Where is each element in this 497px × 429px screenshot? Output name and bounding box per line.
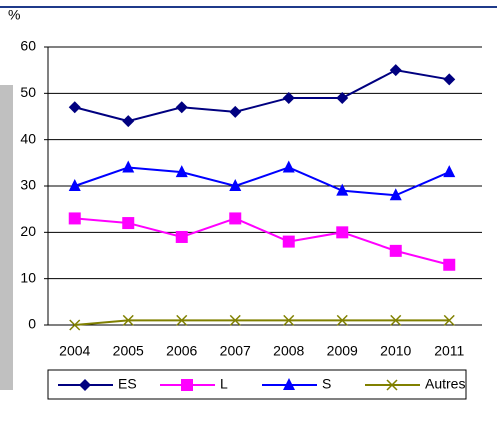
series-line — [74, 217, 450, 266]
marker — [175, 230, 188, 243]
y-tick-label: 10 — [20, 269, 36, 285]
legend-label: S — [322, 376, 331, 392]
marker — [283, 314, 295, 326]
marker — [443, 73, 456, 86]
y-axis-label: % — [8, 7, 20, 23]
marker — [390, 314, 402, 326]
x-tick-label: 2005 — [113, 343, 144, 359]
series-line — [74, 166, 450, 197]
marker — [68, 212, 81, 225]
x-tick-label: 2008 — [273, 343, 304, 359]
series-line — [74, 69, 450, 123]
y-tick-label: 60 — [20, 38, 36, 54]
x-tick-label: 2011 — [434, 343, 464, 359]
x-tick-label: 2009 — [327, 343, 358, 359]
marker — [122, 115, 135, 128]
legend-marker — [386, 379, 398, 391]
marker — [443, 165, 456, 178]
marker — [336, 314, 348, 326]
marker — [389, 188, 402, 201]
marker — [282, 160, 295, 173]
x-tick-label: 2007 — [220, 343, 251, 359]
legend-marker — [79, 379, 91, 391]
marker — [68, 101, 81, 114]
marker — [443, 258, 456, 271]
y-tick-label: 20 — [20, 223, 36, 239]
marker — [122, 217, 135, 230]
legend-label: Autres — [425, 376, 465, 392]
marker — [282, 91, 295, 104]
marker — [336, 183, 349, 196]
marker — [176, 314, 188, 326]
marker — [336, 91, 349, 104]
marker — [336, 226, 349, 239]
marker — [68, 179, 81, 191]
marker — [122, 160, 135, 173]
marker — [282, 235, 295, 248]
legend-label: L — [220, 376, 228, 392]
marker — [389, 64, 402, 77]
x-tick-label: 2010 — [380, 343, 411, 359]
marker — [175, 165, 188, 178]
side-bar — [0, 85, 13, 390]
legend-marker — [283, 378, 295, 390]
x-tick-label: 2004 — [59, 343, 90, 359]
x-tick-label: 2006 — [166, 343, 197, 359]
marker — [175, 101, 188, 114]
legend-marker — [181, 379, 193, 391]
marker — [229, 212, 242, 225]
marker — [122, 314, 134, 326]
marker — [229, 314, 241, 326]
y-tick-label: 40 — [20, 130, 36, 146]
y-tick-label: 50 — [20, 84, 36, 100]
marker — [443, 314, 455, 326]
y-tick-label: 30 — [20, 177, 36, 193]
y-tick-label: 0 — [28, 316, 36, 332]
series-line — [74, 319, 450, 326]
marker — [229, 179, 242, 191]
marker — [389, 244, 402, 257]
legend-label: ES — [118, 376, 137, 392]
marker — [229, 105, 242, 118]
marker — [69, 319, 81, 331]
